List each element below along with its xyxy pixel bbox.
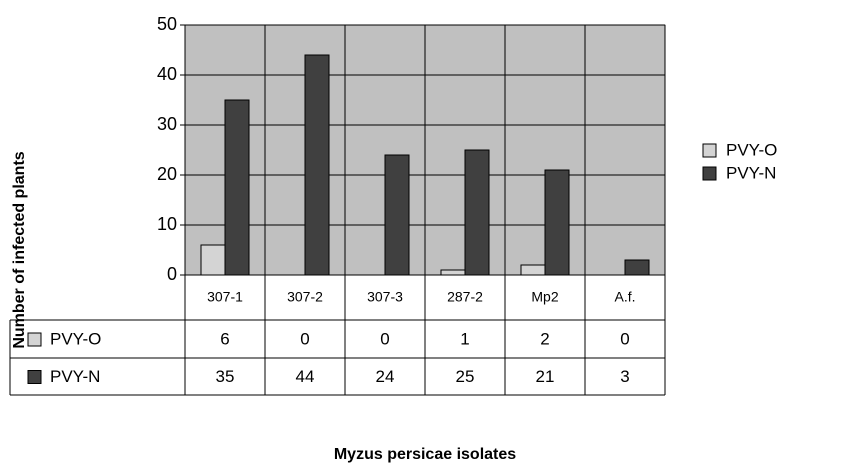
table-value: 6 xyxy=(220,329,229,348)
y-tick-label: 0 xyxy=(167,264,177,284)
table-value: 0 xyxy=(300,329,309,348)
bar xyxy=(464,149,490,276)
y-tick-label: 50 xyxy=(157,14,177,34)
table-value: 25 xyxy=(456,367,475,386)
table-value: 24 xyxy=(376,367,395,386)
y-tick-label: 20 xyxy=(157,164,177,184)
x-axis-title: Myzus persicae isolates xyxy=(334,446,516,463)
x-tick-label: Mp2 xyxy=(531,289,558,305)
bar xyxy=(384,154,410,276)
bar xyxy=(520,264,546,276)
table-value: 21 xyxy=(536,367,555,386)
x-tick-label: 307-3 xyxy=(367,289,403,305)
table-value: 0 xyxy=(620,329,629,348)
table-value: 3 xyxy=(620,367,629,386)
table-value: 0 xyxy=(380,329,389,348)
legend-label: PVY-N xyxy=(726,163,776,182)
table-value: 35 xyxy=(216,367,235,386)
bar xyxy=(624,259,650,276)
x-tick-label: 307-2 xyxy=(287,289,323,305)
x-tick-label: 307-1 xyxy=(207,289,243,305)
y-axis-title: Number of infected plants xyxy=(11,151,28,348)
table-value: 44 xyxy=(296,367,315,386)
bar xyxy=(304,54,330,276)
bar xyxy=(224,99,250,276)
bar xyxy=(544,169,570,276)
table-value: 2 xyxy=(540,329,549,348)
table-series-name: PVY-O xyxy=(50,329,101,348)
x-tick-label: 287-2 xyxy=(447,289,483,305)
legend-key xyxy=(27,332,42,347)
y-tick-label: 30 xyxy=(157,114,177,134)
x-tick-label: A.f. xyxy=(614,289,635,305)
y-tick-label: 10 xyxy=(157,214,177,234)
table-series-name: PVY-N xyxy=(50,367,100,386)
y-tick-label: 40 xyxy=(157,64,177,84)
legend-key xyxy=(702,166,717,181)
bar xyxy=(440,269,466,276)
legend-key xyxy=(702,143,717,158)
legend-label: PVY-O xyxy=(726,140,777,159)
bar xyxy=(200,244,226,276)
legend-key xyxy=(27,370,42,384)
table-value: 1 xyxy=(460,329,469,348)
